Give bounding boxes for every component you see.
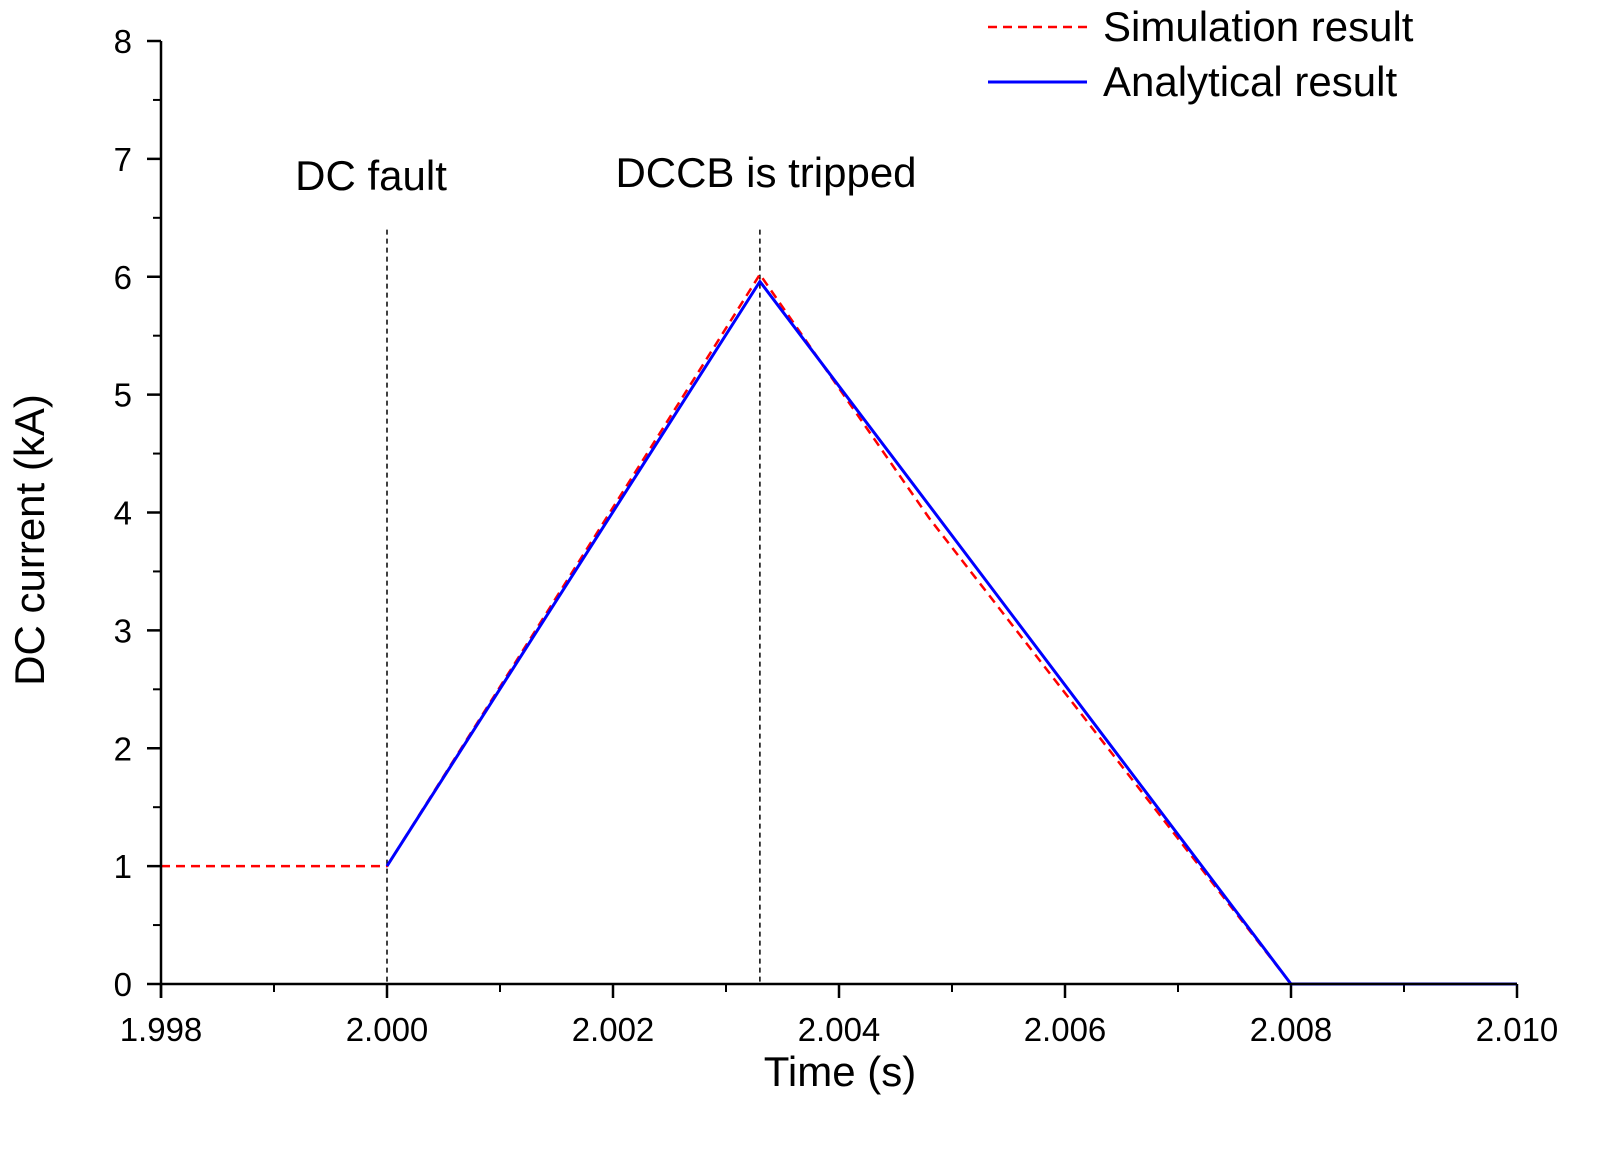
- x-tick-label: 2.010: [1476, 1011, 1559, 1048]
- y-tick-label: 2: [114, 730, 132, 767]
- series-line-simulation: [161, 273, 1517, 986]
- annotation-dccb-tripped: DCCB is tripped: [615, 149, 916, 196]
- x-tick-labels: 1.998 2.000 2.002 2.004 2.006 2.008 2.010: [120, 1011, 1559, 1048]
- series-lines: [161, 273, 1517, 986]
- legend: Simulation result Analytical result: [988, 3, 1414, 105]
- y-tick-label: 4: [114, 495, 132, 532]
- x-tick-label: 2.000: [346, 1011, 429, 1048]
- x-tick-label: 2.004: [798, 1011, 881, 1048]
- y-tick-labels: 0 1 2 3 4 5 6 7 8: [114, 23, 132, 1003]
- series-line-analytical: [385, 280, 1517, 986]
- major-ticks: [147, 39, 1519, 998]
- y-tick-label: 8: [114, 23, 132, 60]
- x-axis-title: Time (s): [764, 1048, 916, 1095]
- y-tick-label: 7: [114, 141, 132, 178]
- x-tick-label: 1.998: [120, 1011, 203, 1048]
- legend-label-analytical: Analytical result: [1103, 58, 1397, 105]
- x-tick-label: 2.006: [1024, 1011, 1107, 1048]
- y-tick-label: 6: [114, 259, 132, 296]
- y-axis-title: DC current (kA): [6, 394, 53, 686]
- y-tick-label: 5: [114, 377, 132, 414]
- x-tick-label: 2.002: [572, 1011, 655, 1048]
- annotation-dc-fault: DC fault: [295, 152, 447, 199]
- minor-ticks: [153, 98, 1405, 992]
- x-tick-label: 2.008: [1250, 1011, 1333, 1048]
- y-tick-label: 0: [114, 966, 132, 1003]
- event-markers: [386, 229, 761, 984]
- y-tick-label: 3: [114, 612, 132, 649]
- legend-label-simulation: Simulation result: [1103, 3, 1414, 50]
- y-tick-label: 1: [114, 848, 132, 885]
